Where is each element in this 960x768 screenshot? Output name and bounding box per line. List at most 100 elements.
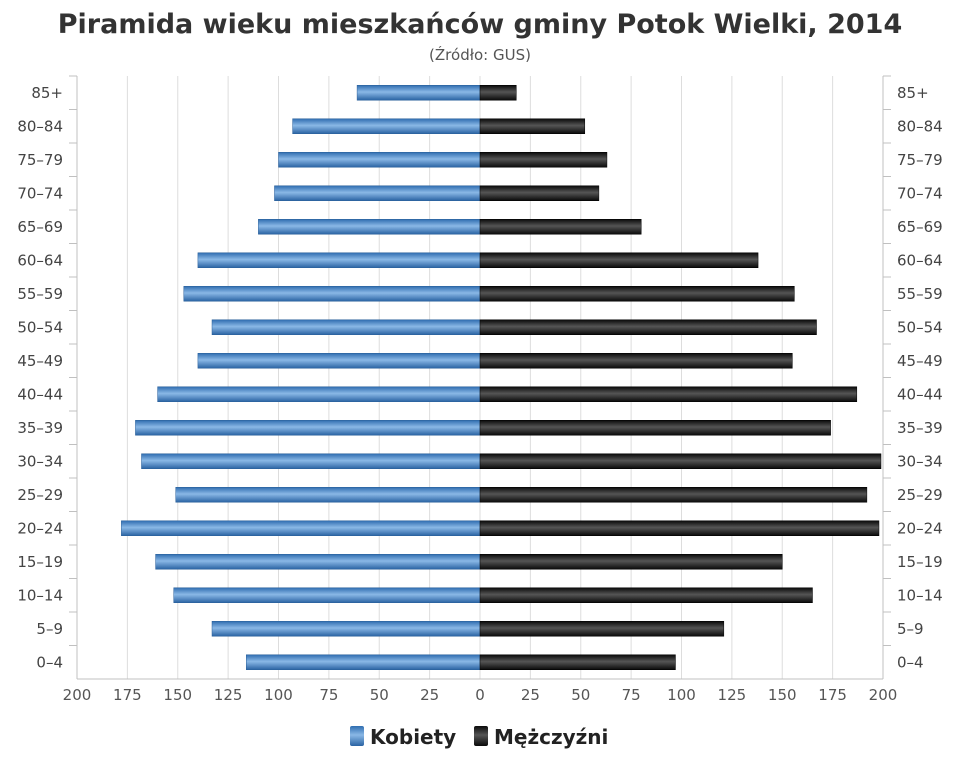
bar-kobiety-50–54[interactable] — [211, 319, 481, 335]
bar-kobiety-80–84[interactable] — [292, 118, 481, 134]
axes — [69, 75, 891, 680]
x-tick-label: 75 — [622, 686, 641, 704]
x-tick-label: 200 — [869, 686, 898, 704]
bar-mezczyzni-10–14[interactable] — [479, 587, 813, 603]
category-label: 40–44 — [17, 385, 63, 403]
bar-kobiety-75–79[interactable] — [278, 152, 481, 168]
category-label: 0–4 — [36, 653, 63, 671]
category-label: 70–74 — [897, 184, 943, 202]
x-tick-label: 125 — [718, 686, 747, 704]
bar-mezczyzni-5–9[interactable] — [479, 621, 725, 637]
x-tick-label: 200 — [63, 686, 92, 704]
bars — [121, 85, 882, 670]
bar-kobiety-15–19[interactable] — [155, 554, 481, 570]
chart-subtitle: (Źródło: GUS) — [429, 45, 531, 64]
category-label: 20–24 — [17, 519, 63, 537]
x-tick-label: 25 — [420, 686, 439, 704]
bar-mezczyzni-60–64[interactable] — [479, 252, 759, 268]
category-labels-right: 0–4 5–9 10–14 15–19 20–24 25–29 30–34 35–39 40–4… — [897, 84, 943, 672]
x-tick-labels: 200 175 150 125 100 75 50 25 0 25 50 75 100 125 150 175… — [63, 686, 898, 704]
bar-kobiety-5–9[interactable] — [211, 621, 481, 637]
x-tick-label: 100 — [264, 686, 293, 704]
category-label: 55–59 — [17, 285, 63, 303]
bar-mezczyzni-50–54[interactable] — [479, 319, 817, 335]
category-label: 35–39 — [17, 419, 63, 437]
bar-kobiety-35–39[interactable] — [135, 420, 481, 436]
category-label: 10–14 — [17, 586, 63, 604]
category-labels-left: 0–4 5–9 10–14 15–19 20–24 25–29 30–34 35–39 40–4… — [17, 84, 63, 672]
bar-kobiety-25–29[interactable] — [175, 487, 481, 503]
category-label: 80–84 — [897, 117, 943, 135]
bar-mezczyzni-0–4[interactable] — [479, 654, 676, 670]
category-label: 5–9 — [36, 620, 63, 638]
category-label: 30–34 — [17, 452, 63, 470]
legend-label-mezczyzni[interactable]: Mężczyźni — [494, 725, 608, 749]
category-label: 45–49 — [897, 352, 943, 370]
x-tick-label: 50 — [571, 686, 590, 704]
category-label: 45–49 — [17, 352, 63, 370]
bar-kobiety-65–69[interactable] — [258, 219, 481, 235]
bar-kobiety-85+[interactable] — [356, 85, 481, 101]
bar-kobiety-20–24[interactable] — [121, 520, 481, 536]
bar-kobiety-70–74[interactable] — [274, 185, 481, 201]
category-label: 70–74 — [17, 184, 63, 202]
bar-mezczyzni-55–59[interactable] — [479, 286, 795, 302]
category-label: 55–59 — [897, 285, 943, 303]
bar-mezczyzni-85+[interactable] — [479, 85, 517, 101]
category-label: 15–19 — [17, 553, 63, 571]
category-label: 65–69 — [17, 218, 63, 236]
category-label: 15–19 — [897, 553, 943, 571]
category-label: 85+ — [897, 84, 929, 102]
legend-swatch-mezczyzni[interactable] — [474, 726, 488, 746]
category-label: 0–4 — [897, 653, 924, 671]
x-tick-label: 175 — [818, 686, 847, 704]
category-label: 60–64 — [17, 251, 63, 269]
bar-mezczyzni-25–29[interactable] — [479, 487, 868, 503]
bar-mezczyzni-15–19[interactable] — [479, 554, 783, 570]
x-tick-label: 75 — [319, 686, 338, 704]
category-label: 80–84 — [17, 117, 63, 135]
bar-mezczyzni-20–24[interactable] — [479, 520, 880, 536]
legend-swatch-kobiety[interactable] — [350, 726, 364, 746]
category-label: 50–54 — [897, 318, 943, 336]
bar-mezczyzni-75–79[interactable] — [479, 152, 608, 168]
category-label: 25–29 — [897, 486, 943, 504]
bar-kobiety-55–59[interactable] — [183, 286, 481, 302]
category-label: 35–39 — [897, 419, 943, 437]
legend-label-kobiety[interactable]: Kobiety — [370, 725, 456, 749]
legend: Kobiety Mężczyźni — [350, 725, 608, 749]
bar-mezczyzni-70–74[interactable] — [479, 185, 600, 201]
x-tick-label: 50 — [370, 686, 389, 704]
bar-mezczyzni-40–44[interactable] — [479, 386, 858, 402]
x-tick-label: 100 — [667, 686, 696, 704]
bar-kobiety-40–44[interactable] — [157, 386, 481, 402]
bar-mezczyzni-30–34[interactable] — [479, 453, 882, 469]
bar-kobiety-0–4[interactable] — [246, 654, 481, 670]
category-label: 30–34 — [897, 452, 943, 470]
category-label: 5–9 — [897, 620, 924, 638]
x-tick-label: 150 — [163, 686, 192, 704]
bar-kobiety-60–64[interactable] — [197, 252, 481, 268]
x-tick-label: 0 — [475, 686, 485, 704]
x-tick-label: 125 — [214, 686, 243, 704]
bar-mezczyzni-45–49[interactable] — [479, 353, 793, 369]
category-label: 60–64 — [897, 251, 943, 269]
x-tick-label: 175 — [113, 686, 142, 704]
bar-kobiety-30–34[interactable] — [141, 453, 481, 469]
category-label: 25–29 — [17, 486, 63, 504]
x-tick-label: 25 — [521, 686, 540, 704]
bar-kobiety-10–14[interactable] — [173, 587, 481, 603]
bar-kobiety-45–49[interactable] — [197, 353, 481, 369]
bar-mezczyzni-65–69[interactable] — [479, 219, 642, 235]
category-label: 10–14 — [897, 586, 943, 604]
category-label: 75–79 — [897, 151, 943, 169]
category-label: 20–24 — [897, 519, 943, 537]
category-label: 75–79 — [17, 151, 63, 169]
chart-title: Piramida wieku mieszkańców gminy Potok W… — [58, 9, 903, 40]
bar-mezczyzni-35–39[interactable] — [479, 420, 831, 436]
category-label: 50–54 — [17, 318, 63, 336]
bar-mezczyzni-80–84[interactable] — [479, 118, 586, 134]
x-tick-label: 150 — [768, 686, 797, 704]
category-label: 85+ — [31, 84, 63, 102]
